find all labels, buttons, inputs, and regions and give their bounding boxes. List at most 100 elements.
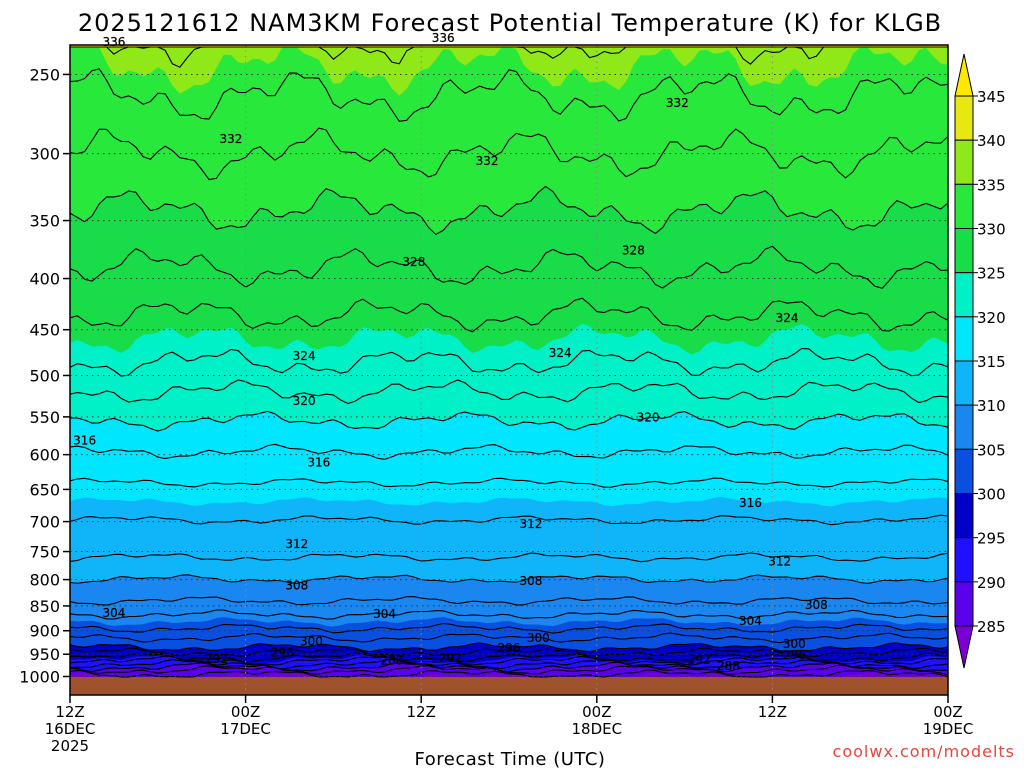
y-tick-label: 550 [29, 408, 60, 427]
colorbar-tick-label: 340 [977, 132, 1006, 150]
x-tick-label: 16DEC [45, 720, 96, 738]
x-tick-label: 12Z [55, 703, 84, 721]
contour-310 [70, 574, 948, 584]
contour-300 [70, 642, 948, 653]
contour-label: 324 [293, 349, 316, 363]
colorbar-tick-label: 310 [977, 397, 1006, 415]
colorbar-tick-label: 325 [977, 265, 1006, 283]
contour-label: 332 [666, 96, 689, 110]
contour-324 [70, 347, 948, 377]
x-tick-label: 2025 [51, 737, 89, 755]
contour-312 [70, 552, 948, 563]
contour-label: 316 [307, 456, 330, 470]
x-tick-label: 00Z [933, 703, 962, 721]
colorbar-box [954, 404, 974, 450]
contour-322 [70, 379, 948, 405]
contour-label: 308 [285, 579, 308, 593]
contour-label: 312 [768, 554, 791, 568]
contour-320 [70, 410, 948, 432]
plot-frame [69, 44, 949, 696]
y-tick-label: 350 [29, 212, 60, 231]
colorbar-box [954, 228, 974, 274]
x-tick-label: 18DEC [572, 720, 623, 738]
y-tick-label: 1000 [19, 668, 60, 687]
x-tick-label: 12Z [758, 703, 787, 721]
contour-314 [70, 514, 948, 526]
colorbar-tick-label: 285 [977, 618, 1006, 636]
contour-label: 336 [432, 31, 455, 45]
y-tick-label: 600 [29, 446, 60, 465]
contour-298 [70, 647, 948, 658]
contour-330 [70, 185, 948, 236]
contour-label: 308 [519, 574, 542, 588]
contour-318 [70, 443, 948, 460]
colorbar-box [954, 448, 974, 495]
x-tick-label: 17DEC [220, 720, 271, 738]
x-axis-label: Forecast Time (UTC) [415, 749, 606, 768]
contour-label: 292 [205, 652, 228, 666]
contour-label: 332 [220, 132, 243, 146]
contour-328 [70, 245, 948, 289]
colorbar-box [954, 581, 974, 627]
colorbar-tick-label: 305 [977, 441, 1006, 459]
colorbar-tick-label: 295 [977, 530, 1006, 548]
x-tick-label: 00Z [231, 703, 260, 721]
colorbar-max-arrow [954, 53, 974, 97]
y-tick-label: 250 [29, 65, 60, 84]
credit-text: coolwx.com/modelts [833, 742, 1015, 761]
colorbar-box [954, 139, 974, 185]
contour-label: 296 [498, 641, 521, 655]
contour-306 [70, 609, 948, 620]
contour-label: 304 [373, 607, 396, 621]
contour-label: 312 [519, 517, 542, 531]
contour-label: 300 [527, 631, 550, 645]
contour-label: 288 [380, 654, 403, 668]
chart-title: 2025121612 NAM3KM Forecast Potential Tem… [78, 9, 942, 37]
contour-label: 336 [102, 35, 125, 49]
contour-316 [70, 477, 948, 488]
colorbar-tick-label: 330 [977, 221, 1006, 239]
colorbar-box [954, 183, 974, 229]
surface-ground [70, 677, 948, 695]
isentrope-contours [70, 46, 948, 678]
colorbar-box [954, 272, 974, 318]
contour-334 [70, 68, 948, 122]
contour-label: 320 [293, 394, 316, 408]
contour-label: 288 [717, 659, 740, 673]
contour-label: 300 [300, 635, 323, 649]
contour-label: 304 [102, 606, 125, 620]
colorbar-tick-label: 290 [977, 574, 1006, 592]
contour-label: 296 [783, 648, 806, 662]
contour-288 [70, 664, 948, 676]
contour-326 [70, 297, 948, 333]
contour-296 [70, 652, 948, 663]
colorbar-box [954, 493, 974, 539]
contour-label: 320 [637, 411, 660, 425]
contour-label: 324 [549, 346, 572, 360]
colorbar-tick-label: 335 [977, 176, 1006, 194]
contour-292 [70, 658, 948, 670]
contour-label: 332 [476, 154, 499, 168]
colorbar-tick-label: 320 [977, 309, 1006, 327]
band-310-315 [70, 496, 948, 584]
contour-332 [70, 127, 948, 181]
y-tick-label: 700 [29, 513, 60, 532]
colorbar-box [954, 360, 974, 406]
contour-290 [70, 661, 948, 673]
contour-label: 292 [688, 653, 711, 667]
colorbar-min-arrow [954, 625, 974, 669]
y-tick-label: 500 [29, 366, 60, 385]
y-tick-label: 300 [29, 145, 60, 164]
x-tick-label: 12Z [407, 703, 436, 721]
x-tick-label: 00Z [582, 703, 611, 721]
contour-label: 292 [439, 651, 462, 665]
y-tick-label: 650 [29, 480, 60, 499]
y-tick-label: 750 [29, 543, 60, 562]
contour-label: 316 [739, 496, 762, 510]
contour-label: 328 [402, 255, 425, 269]
y-tick-label: 800 [29, 571, 60, 590]
contour-308 [70, 596, 948, 606]
colorbar-box [954, 537, 974, 583]
contour-label: 324 [776, 311, 799, 325]
contour-label: 304 [739, 614, 762, 628]
